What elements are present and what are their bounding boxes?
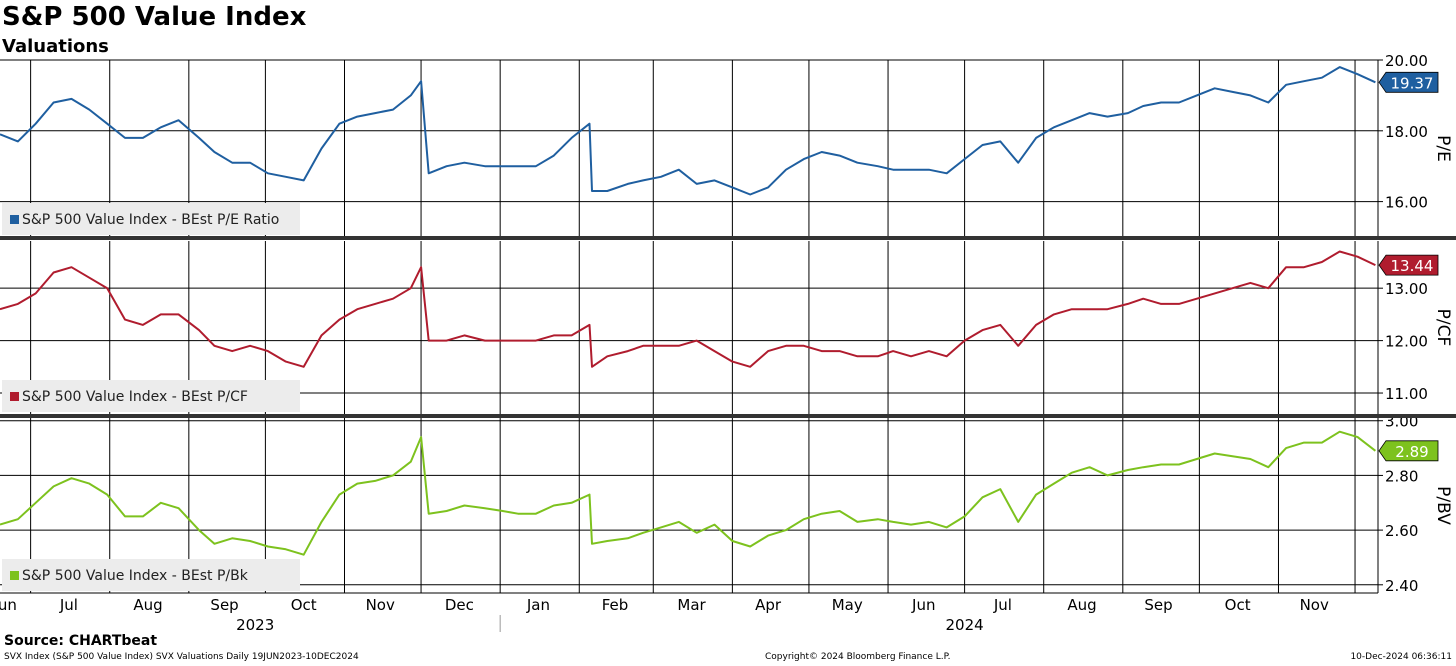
chart-subtitle: Valuations (2, 36, 109, 57)
x-tick-label: Jun (0, 596, 17, 614)
footer-timestamp: 10-Dec-2024 06:36:11 (1350, 652, 1452, 662)
x-tick-label: Sep (210, 596, 238, 614)
panel-separator (0, 414, 1456, 418)
y-tick-label: 18.00 (1385, 123, 1428, 141)
legend: S&P 500 Value Index - BEst P/Bk (2, 559, 300, 591)
last-value-badge-shape (1378, 254, 1439, 276)
legend-swatch (10, 215, 19, 224)
legend-swatch (10, 392, 19, 401)
x-tick-label: Oct (291, 596, 317, 614)
legend: S&P 500 Value Index - BEst P/CF (2, 380, 300, 412)
x-tick-label: Aug (133, 596, 162, 614)
last-value-badge: 2.89 (1378, 440, 1439, 462)
x-tick-label: Nov (1300, 596, 1329, 614)
series-line-2 (0, 250, 1376, 368)
x-tick-label: Jan (526, 596, 550, 614)
footer-copyright: Copyright© 2024 Bloomberg Finance L.P. (765, 652, 951, 662)
y-tick-label: 12.00 (1385, 333, 1428, 351)
chart-title: S&P 500 Value Index (2, 2, 307, 32)
last-value-badge: 19.37 (1378, 71, 1439, 93)
x-tick-label: Sep (1144, 596, 1172, 614)
y-tick-label: 20.00 (1385, 52, 1428, 70)
last-value-badge-shape (1378, 440, 1439, 462)
x-tick-label: Apr (755, 596, 782, 614)
x-tick-label: Oct (1225, 596, 1251, 614)
x-year-label: 2024 (946, 616, 984, 634)
legend-background (2, 559, 300, 591)
legend: S&P 500 Value Index - BEst P/E Ratio (2, 203, 300, 235)
y-tick-label: 2.60 (1385, 522, 1418, 540)
last-value-label: 19.37 (1391, 74, 1434, 92)
legend-swatch (10, 571, 19, 580)
panel-3: 2.402.602.803.002.89P/BVS&P 500 Value In… (0, 413, 1453, 595)
y-tick-label: 16.00 (1385, 194, 1428, 212)
last-value-badge: 13.44 (1378, 254, 1439, 276)
y-tick-label: 2.80 (1385, 467, 1418, 485)
legend-background (2, 203, 300, 235)
x-tick-label: Mar (677, 596, 706, 614)
legend-label: S&P 500 Value Index - BEst P/Bk (22, 568, 249, 584)
x-tick-label: Feb (602, 596, 629, 614)
panel-1: 16.00 18.00 20.00 19.37 P/E S&P 500 Value Ind… (0, 52, 1453, 237)
x-tick-label: Nov (366, 596, 395, 614)
y-tick-label: 13.00 (1385, 280, 1428, 298)
y-axis-label: P/BV (1433, 486, 1453, 525)
panel-separator (0, 236, 1456, 240)
legend-background (2, 380, 300, 412)
y-axis-label: P/E (1433, 135, 1453, 162)
footer-security-info: SVX Index (S&P 500 Value Index) SVX Valu… (4, 652, 359, 662)
panel-2: 11.00 12.00 13.00 13.44 P/CF S&P 500 Value In… (0, 241, 1453, 414)
series-line-3 (0, 430, 1377, 556)
y-tick-label: 11.00 (1385, 385, 1428, 403)
x-tick-label: Aug (1067, 596, 1096, 614)
y-axis-label: P/CF (1433, 309, 1453, 347)
x-tick-label: Jun (911, 596, 935, 614)
x-tick-label: Dec (445, 596, 474, 614)
source-note: Source: CHARTbeat (4, 633, 158, 649)
x-tick-label: May (832, 596, 863, 614)
x-tick-label: Jul (59, 596, 78, 614)
x-year-label: 2023 (236, 616, 274, 634)
legend-label: S&P 500 Value Index - BEst P/CF (22, 389, 248, 405)
x-tick-label: Jul (993, 596, 1012, 614)
last-value-label: 13.44 (1391, 257, 1434, 275)
last-value-label: 2.89 (1395, 443, 1428, 461)
legend-label: S&P 500 Value Index - BEst P/E Ratio (22, 212, 279, 228)
last-value-badge-shape (1378, 71, 1439, 93)
y-tick-label: 2.40 (1385, 577, 1418, 595)
series-line-1 (0, 66, 1376, 196)
